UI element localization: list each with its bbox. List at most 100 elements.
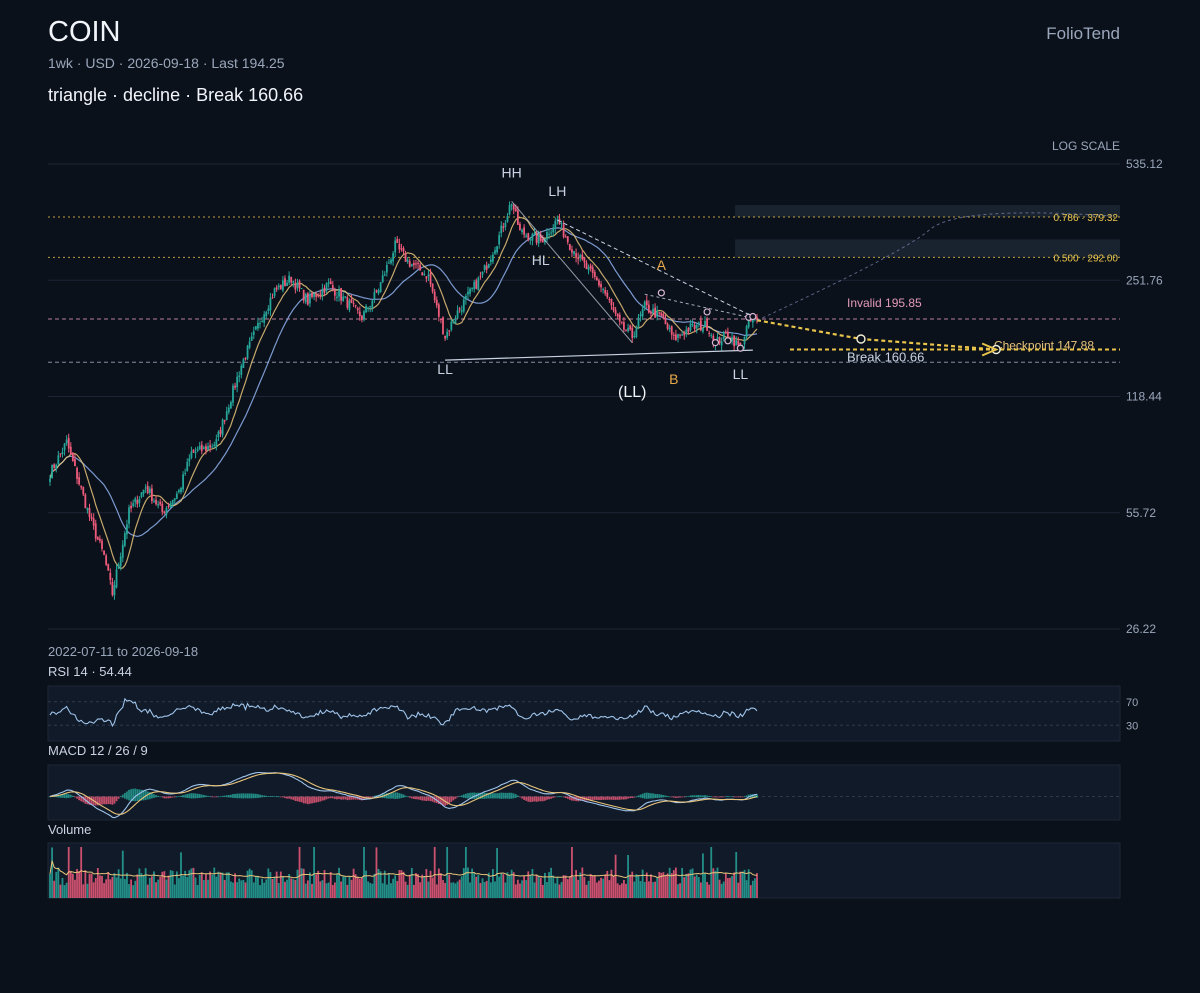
candle-body: [121, 544, 124, 558]
macd-bar: [394, 792, 397, 799]
volume-bar: [729, 877, 731, 898]
volume-bar: [213, 867, 216, 898]
volume-bar: [392, 878, 395, 898]
candle-body: [612, 306, 615, 311]
candle: [440, 318, 442, 324]
candle-body: [573, 251, 575, 255]
macd-bar: [325, 796, 328, 800]
candle: [123, 530, 126, 548]
candle: [575, 248, 577, 263]
volume-bar: [290, 878, 293, 898]
volume-bar: [581, 867, 584, 898]
volume-bar: [587, 880, 590, 898]
macd-bar: [385, 793, 388, 799]
volume-bar: [562, 875, 565, 898]
candle: [257, 317, 259, 332]
macd-bar: [681, 796, 684, 798]
candle-body: [589, 265, 592, 269]
volume-bar: [57, 867, 60, 898]
volume-bar: [340, 881, 343, 898]
macd-bar: [581, 796, 584, 801]
candle: [265, 310, 268, 319]
macd-bar: [350, 796, 353, 800]
candle-body: [423, 273, 426, 275]
candle-body: [180, 487, 182, 492]
candle-body: [252, 331, 255, 335]
volume-bar: [161, 871, 164, 898]
volume-bar: [140, 873, 143, 898]
macd-bar: [298, 796, 301, 802]
macd-bar: [159, 796, 162, 798]
candle-body: [683, 332, 686, 336]
macd-bar: [126, 791, 128, 800]
macd-line: [49, 771, 758, 819]
candle-body: [99, 538, 101, 541]
macd-bar: [146, 791, 149, 800]
volume-bar: [250, 870, 253, 898]
candle: [452, 318, 455, 324]
macd-bar: [67, 794, 70, 798]
candle: [583, 256, 586, 268]
volume-bar: [616, 883, 619, 898]
volume-bar: [467, 867, 469, 898]
candle-body: [697, 322, 700, 324]
volume-bar: [142, 875, 145, 898]
macd-bar: [650, 793, 652, 799]
volume-bar: [223, 879, 226, 898]
candle-body: [627, 327, 629, 332]
candle: [704, 316, 706, 328]
candle-body: [321, 288, 324, 296]
candle-body: [681, 334, 684, 336]
candle: [128, 504, 130, 529]
candle: [277, 283, 280, 291]
candle: [635, 325, 638, 339]
candle: [267, 305, 270, 315]
candle: [699, 315, 702, 332]
volume-bar: [516, 879, 519, 898]
volume-bar: [136, 874, 139, 898]
candle-body: [115, 569, 118, 588]
volume-bar: [396, 880, 399, 898]
volume-bar: [469, 882, 471, 898]
volume-bar: [537, 875, 540, 898]
volume-bar: [456, 881, 459, 898]
volume-bar: [733, 872, 736, 898]
candle: [525, 233, 528, 238]
volume-bar: [608, 880, 611, 898]
candle: [69, 442, 72, 455]
candle: [672, 332, 675, 341]
macd-bar: [598, 796, 600, 801]
candle-body: [718, 337, 721, 344]
candle-body: [425, 276, 428, 279]
volume-bar: [749, 885, 752, 898]
candle-body: [267, 308, 270, 311]
macd-bar: [589, 796, 592, 801]
candle-body: [506, 216, 509, 222]
candle-body: [535, 235, 538, 243]
volume-label: Volume: [48, 822, 91, 837]
volume-bar: [504, 882, 507, 898]
volume-bar: [188, 870, 191, 898]
candle: [348, 298, 351, 313]
candle: [550, 229, 553, 237]
candle: [660, 312, 663, 317]
volume-bar: [49, 874, 51, 898]
macd-bar: [88, 796, 91, 805]
candle: [585, 260, 588, 270]
candle: [55, 463, 58, 473]
macd-bar: [571, 796, 573, 801]
volume-bar: [735, 851, 738, 898]
candle-body: [477, 277, 480, 291]
macd-bar: [279, 796, 282, 798]
volume-bar: [215, 876, 218, 898]
volume-bar: [529, 875, 532, 898]
macd-bar: [398, 793, 401, 799]
candle: [433, 288, 436, 304]
volume-bar: [571, 847, 573, 898]
macd-bar: [504, 792, 507, 799]
candle-body: [502, 226, 505, 228]
candle-body: [496, 246, 498, 253]
candle-body: [645, 300, 648, 306]
macd-bar: [306, 796, 309, 805]
